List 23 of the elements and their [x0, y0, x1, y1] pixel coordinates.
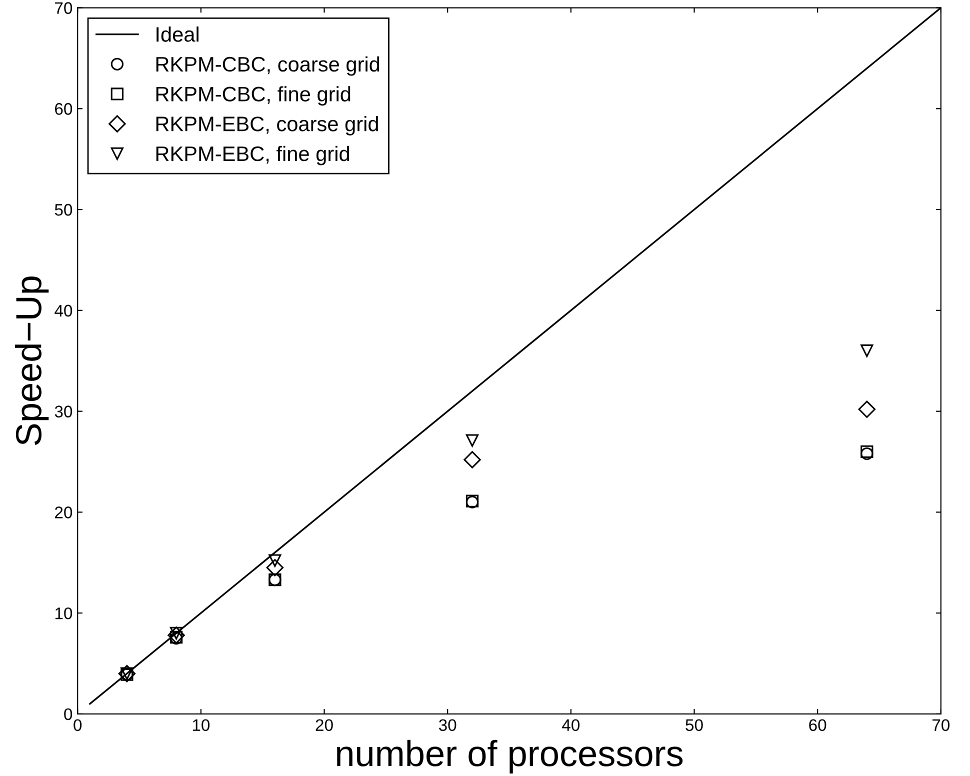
legend-label: RKPM-EBC, fine grid [156, 146, 349, 166]
y-tick-label: 40 [54, 304, 72, 317]
x-tick-label: 10 [192, 719, 210, 732]
legend-label: RKPM-CBC, fine grid [156, 86, 350, 106]
y-tick-label: 10 [55, 607, 72, 620]
x-tick-label: 60 [809, 719, 826, 732]
x-tick-label: 50 [686, 719, 703, 732]
y-tick-label: 50 [54, 204, 72, 216]
y-tick-label: 70 [55, 2, 72, 14]
x-tick-label: 0 [74, 719, 82, 732]
y-tick-label: 20 [55, 506, 72, 518]
x-tick-label: 30 [438, 719, 456, 732]
x-tick-label: 70 [932, 719, 950, 732]
x-tick-label: 20 [316, 719, 333, 732]
legend-label: RKPM-EBC, coarse grid [156, 116, 378, 136]
x-axis-title: number of processors [337, 740, 683, 774]
x-tick-label: 40 [562, 719, 580, 732]
y-tick-label: 0 [64, 708, 72, 720]
legend-label: RKPM-CBC, coarse grid [156, 56, 380, 76]
legend-label: Ideal [156, 26, 198, 42]
y-tick-label: 30 [54, 406, 72, 418]
y-axis-title: Speed−Up [14, 276, 49, 446]
y-tick-label: 60 [55, 103, 72, 115]
